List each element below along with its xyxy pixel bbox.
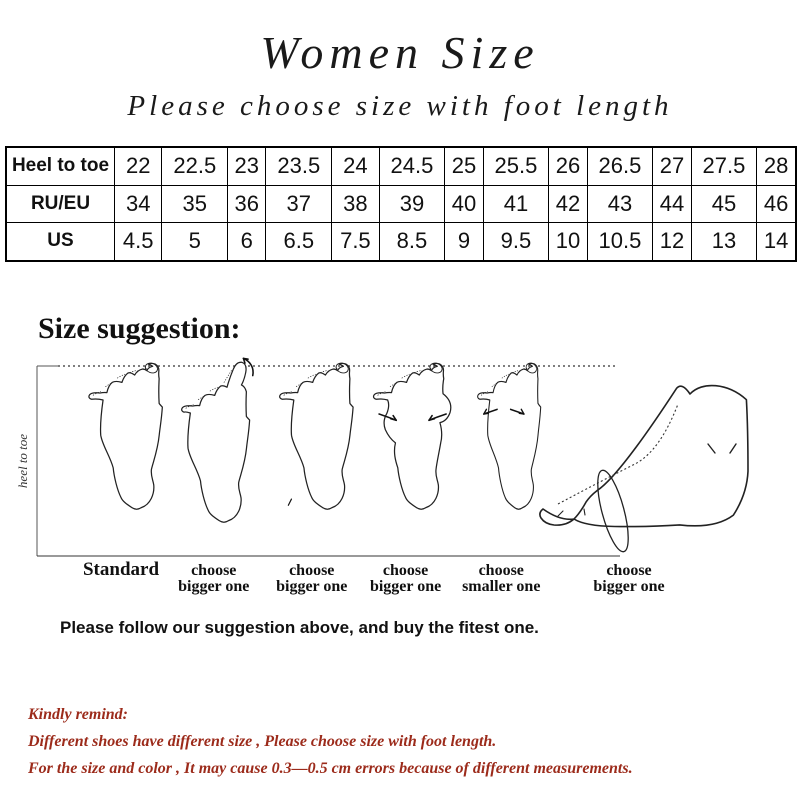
svg-text:bigger one: bigger one bbox=[593, 578, 664, 595]
svg-text:bigger one: bigger one bbox=[276, 578, 347, 595]
svg-text:bigger one: bigger one bbox=[370, 578, 441, 595]
svg-text:choose: choose bbox=[606, 562, 651, 579]
svg-text:bigger one: bigger one bbox=[178, 578, 249, 595]
svg-text:choose: choose bbox=[289, 562, 334, 579]
svg-text:choose: choose bbox=[191, 562, 236, 579]
svg-text:heel to toe: heel to toe bbox=[15, 434, 30, 488]
svg-text:choose: choose bbox=[479, 562, 524, 579]
svg-text:smaller one: smaller one bbox=[462, 578, 540, 595]
svg-text:choose: choose bbox=[383, 562, 428, 579]
svg-text:Standard: Standard bbox=[83, 559, 159, 580]
